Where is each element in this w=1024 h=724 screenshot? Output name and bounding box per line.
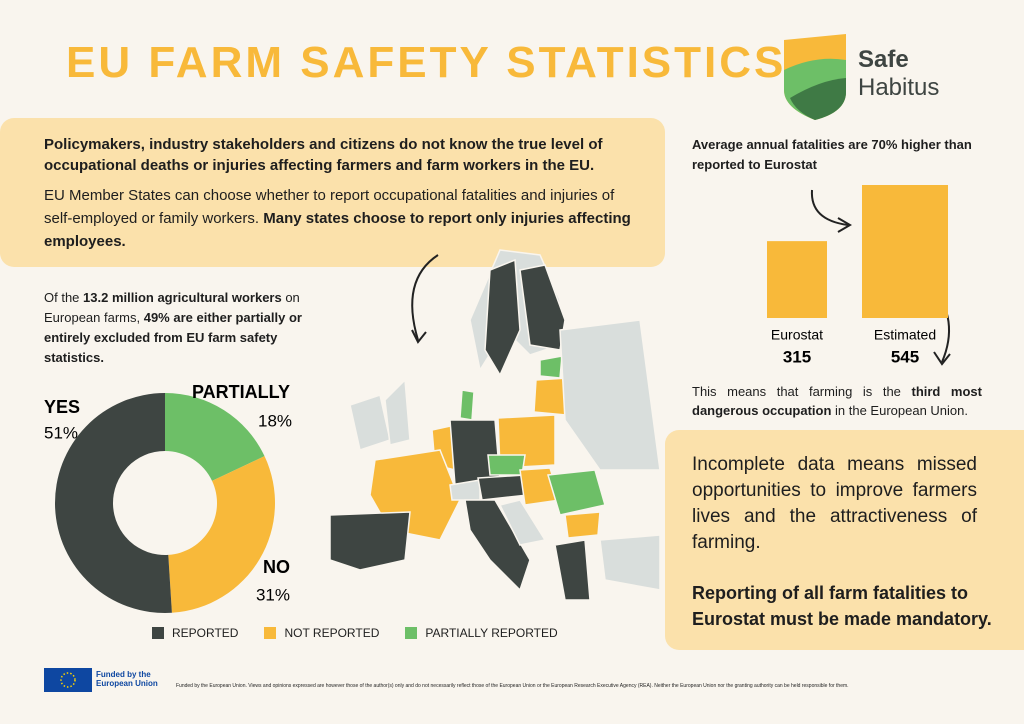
segment-value: 18%	[258, 411, 292, 430]
text-bold: Many states choose to report only injuri…	[44, 210, 631, 250]
segment-label: NO	[263, 557, 290, 577]
callout-bold: Reporting of all farm fatalities to Euro…	[692, 583, 992, 629]
segment-value: 31%	[256, 585, 290, 604]
bar-value: 545	[891, 347, 919, 366]
text-bold: 13.2 million agricultural workers	[83, 290, 282, 305]
legend-item: REPORTED	[152, 626, 238, 640]
note: This means that farming is the third mos…	[692, 382, 982, 420]
eu-flag	[44, 668, 92, 692]
legend-label: NOT REPORTED	[284, 626, 380, 640]
text: Of the	[44, 290, 84, 305]
text: This means that farming is the	[692, 384, 912, 399]
bar-category: Estimated	[874, 327, 936, 343]
bar	[862, 185, 948, 318]
disclaimer: Funded by the European Union. Views and …	[176, 683, 849, 689]
bar-title: Average annual fatalities are 70% higher…	[692, 137, 972, 172]
legend-item: PARTIALLY REPORTED	[405, 626, 558, 640]
legend-label: PARTIALLY REPORTED	[425, 626, 558, 640]
text: in the European Union.	[831, 403, 969, 418]
donut-segment	[168, 456, 275, 613]
segment-value: 51%	[44, 423, 78, 442]
title: EU FARM SAFETY STATISTICS	[66, 38, 787, 87]
donut-segment	[165, 393, 265, 481]
callout-text: Incomplete data means missed opportuniti…	[692, 454, 977, 553]
segment-label: PARTIALLY	[192, 382, 290, 402]
legend-swatch	[152, 627, 164, 639]
bar-value: 315	[783, 347, 811, 366]
text: on European farms,	[44, 290, 300, 325]
intro-box	[0, 118, 665, 267]
text-bold: third most dangerous occupation	[692, 384, 982, 418]
legend-label: REPORTED	[172, 626, 239, 640]
bar-category: Eurostat	[771, 327, 823, 343]
intro-lead: Policymakers, industry stakeholders and …	[44, 136, 603, 174]
donut-segment	[55, 393, 172, 613]
workers-text: Of the 13.2 million agricultural workers…	[44, 288, 314, 368]
text: EU Member States can choose whether to r…	[44, 187, 615, 227]
europe-map	[329, 249, 661, 601]
eu-stars	[60, 672, 76, 688]
logo-mark	[784, 34, 846, 120]
funded-label: Funded by the European Union	[96, 670, 158, 688]
logo-word: Habitus	[858, 74, 940, 101]
map-legend: REPORTED NOT REPORTED PARTIALLY REPORTED	[152, 626, 558, 640]
logo-word: Safe	[858, 46, 909, 73]
callout-box	[665, 430, 1024, 650]
legend-swatch	[405, 627, 418, 639]
segment-label: YES	[44, 397, 80, 417]
text-bold: 49% are either partially or entirely exc…	[44, 310, 302, 365]
legend-item: NOT REPORTED	[264, 626, 379, 640]
bar	[767, 241, 827, 318]
legend-swatch	[264, 627, 277, 639]
intro-body: EU Member States can choose whether to r…	[44, 184, 634, 253]
